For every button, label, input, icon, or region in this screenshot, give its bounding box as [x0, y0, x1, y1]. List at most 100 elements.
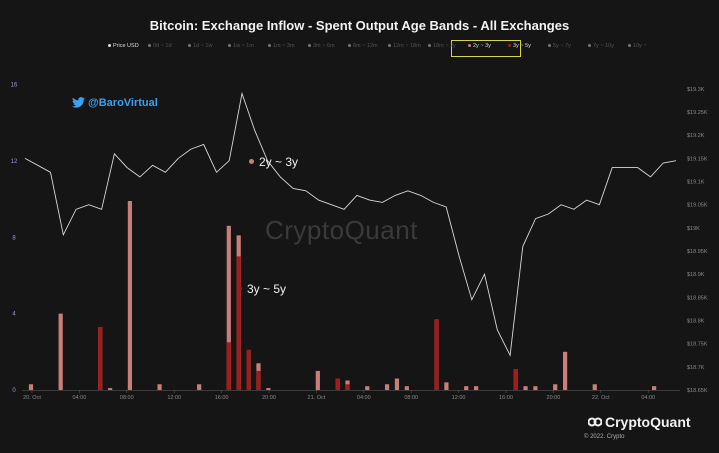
legend-item[interactable]: 0d ~ 1d	[148, 43, 172, 49]
annotation-dot	[249, 159, 254, 164]
legend-item[interactable]: 3y ~ 5y	[508, 43, 531, 49]
twitter-handle-text: @BaroVirtual	[88, 97, 158, 109]
copyright: © 2022. Crypto	[584, 434, 625, 440]
legend-item[interactable]: 18m ~ 2y	[428, 43, 456, 49]
legend-label: 1d ~ 1w	[193, 43, 213, 49]
bar-2y-3y	[533, 386, 538, 390]
legend-label: 5y ~ 7y	[553, 43, 571, 49]
legend: Price USD 0d ~ 1d 1d ~ 1w 1w ~ 1m 1m ~ 3m 3m …	[100, 40, 660, 58]
legend-marker	[228, 44, 231, 48]
annotation-dot	[237, 286, 242, 291]
y-right-tick-label: $18.85K	[687, 295, 708, 301]
legend-label: 18m ~ 2y	[433, 43, 456, 49]
y-left-tick-label: 8	[12, 235, 16, 241]
x-tick-label: 20. Oct	[23, 395, 41, 401]
bar-2y-3y	[473, 386, 479, 390]
bar-3y-5y	[236, 256, 241, 390]
y-left-tick-label: 4	[12, 312, 16, 318]
bar-2y-3y	[464, 386, 469, 390]
legend-highlight-box	[451, 40, 521, 57]
legend-item[interactable]: 12m ~ 18m	[388, 43, 421, 49]
y-right-tick-label: $18.65K	[687, 388, 708, 394]
bar-3y-5y	[246, 349, 251, 390]
legend-marker	[628, 44, 631, 48]
legend-item[interactable]: 2y ~ 3y	[468, 43, 491, 49]
legend-item[interactable]: Price USD	[108, 43, 139, 49]
annotation-2y-3y: 2y ~ 3y	[249, 155, 298, 169]
annotation-3y-5y-label: 3y ~ 5y	[247, 282, 287, 296]
x-tick-label: 12:00	[167, 395, 181, 401]
x-tick-label: 16:00	[215, 395, 229, 401]
bar-3y-5y	[226, 342, 231, 390]
legend-item[interactable]: 7y ~ 10y	[588, 43, 614, 49]
bar-3y-5y	[434, 319, 439, 390]
bar-2y-3y	[58, 313, 63, 390]
legend-marker	[508, 44, 511, 48]
legend-marker	[188, 44, 191, 48]
legend-marker	[148, 44, 151, 48]
bar-3y-5y	[98, 327, 103, 390]
x-tick-label: 04:00	[357, 395, 371, 401]
x-tick-label: 16:00	[499, 395, 513, 401]
legend-label: 3y ~ 5y	[513, 43, 531, 49]
annotation-3y-5y: 3y ~ 5y	[237, 282, 286, 296]
y-right-tick-label: $18.9K	[687, 272, 705, 278]
bar-2y-3y	[592, 384, 597, 390]
legend-label: 3m ~ 6m	[313, 43, 335, 49]
legend-item[interactable]: 1m ~ 3m	[268, 43, 295, 49]
x-tick-label: 04:00	[641, 395, 655, 401]
y-right-tick-label: $19K	[687, 226, 700, 232]
x-tick-label: 20:00	[262, 395, 276, 401]
x-tick-label: 08:00	[120, 395, 134, 401]
twitter-handle: @BaroVirtual	[72, 97, 158, 109]
y-left-tick-label: 16	[11, 83, 18, 89]
legend-item[interactable]: 6m ~ 12m	[348, 43, 378, 49]
bar-2y-3y	[365, 386, 370, 390]
bar-2y-3y	[652, 386, 657, 390]
bar-2y-3y	[266, 388, 271, 390]
x-tick-label: 21. Oct	[308, 395, 326, 401]
legend-item[interactable]: 1w ~ 1m	[228, 43, 254, 49]
legend-marker	[548, 44, 551, 48]
price-line	[24, 91, 677, 357]
y-right-tick-label: $19.2K	[687, 133, 705, 139]
legend-label: 1w ~ 1m	[233, 43, 254, 49]
bar-3y-5y	[513, 369, 518, 390]
legend-item[interactable]: 5y ~ 7y	[548, 43, 571, 49]
legend-item[interactable]: 3m ~ 6m	[308, 43, 335, 49]
y-right-tick-label: $19.1K	[687, 180, 705, 186]
bar-3y-5y	[256, 370, 261, 390]
bar-2y-3y	[226, 225, 231, 390]
legend-marker	[268, 44, 271, 48]
legend-marker	[588, 44, 591, 48]
y-right-tick-label: $18.95K	[687, 249, 708, 255]
watermark: CryptoQuant	[265, 215, 418, 245]
legend-marker	[388, 44, 391, 48]
legend-item[interactable]: 1d ~ 1w	[188, 43, 212, 49]
legend-item[interactable]: 10y ~	[628, 43, 647, 49]
x-tick-label: 22. Oct	[592, 395, 610, 401]
bar-2y-3y	[444, 382, 449, 390]
chart-title: Bitcoin: Exchange Inflow - Spent Output …	[149, 18, 570, 33]
x-tick-label: 20:00	[547, 395, 561, 401]
bar-2y-3y	[404, 386, 409, 390]
legend-marker	[428, 44, 431, 48]
x-tick-label: 08:00	[404, 395, 418, 401]
y-left-tick-label: 12	[11, 159, 18, 165]
legend-label: 0d ~ 1d	[153, 43, 172, 49]
y-left-tick-label: 0	[12, 388, 16, 394]
bar-2y-3y	[28, 384, 34, 390]
x-tick-label: 04:00	[73, 395, 87, 401]
annotation-2y-3y-label: 2y ~ 3y	[259, 155, 299, 169]
y-right-tick-label: $18.75K	[687, 342, 708, 348]
legend-label: 12m ~ 18m	[393, 43, 421, 49]
bar-2y-3y	[553, 384, 558, 390]
legend-marker	[468, 44, 471, 48]
legend-label: 10y ~	[633, 43, 647, 49]
bar-2y-3y	[394, 378, 400, 390]
y-right-tick-label: $18.7K	[687, 365, 705, 371]
bar-3y-5y	[335, 378, 340, 390]
bar-2y-3y	[562, 351, 568, 390]
brand-icon	[587, 414, 603, 427]
